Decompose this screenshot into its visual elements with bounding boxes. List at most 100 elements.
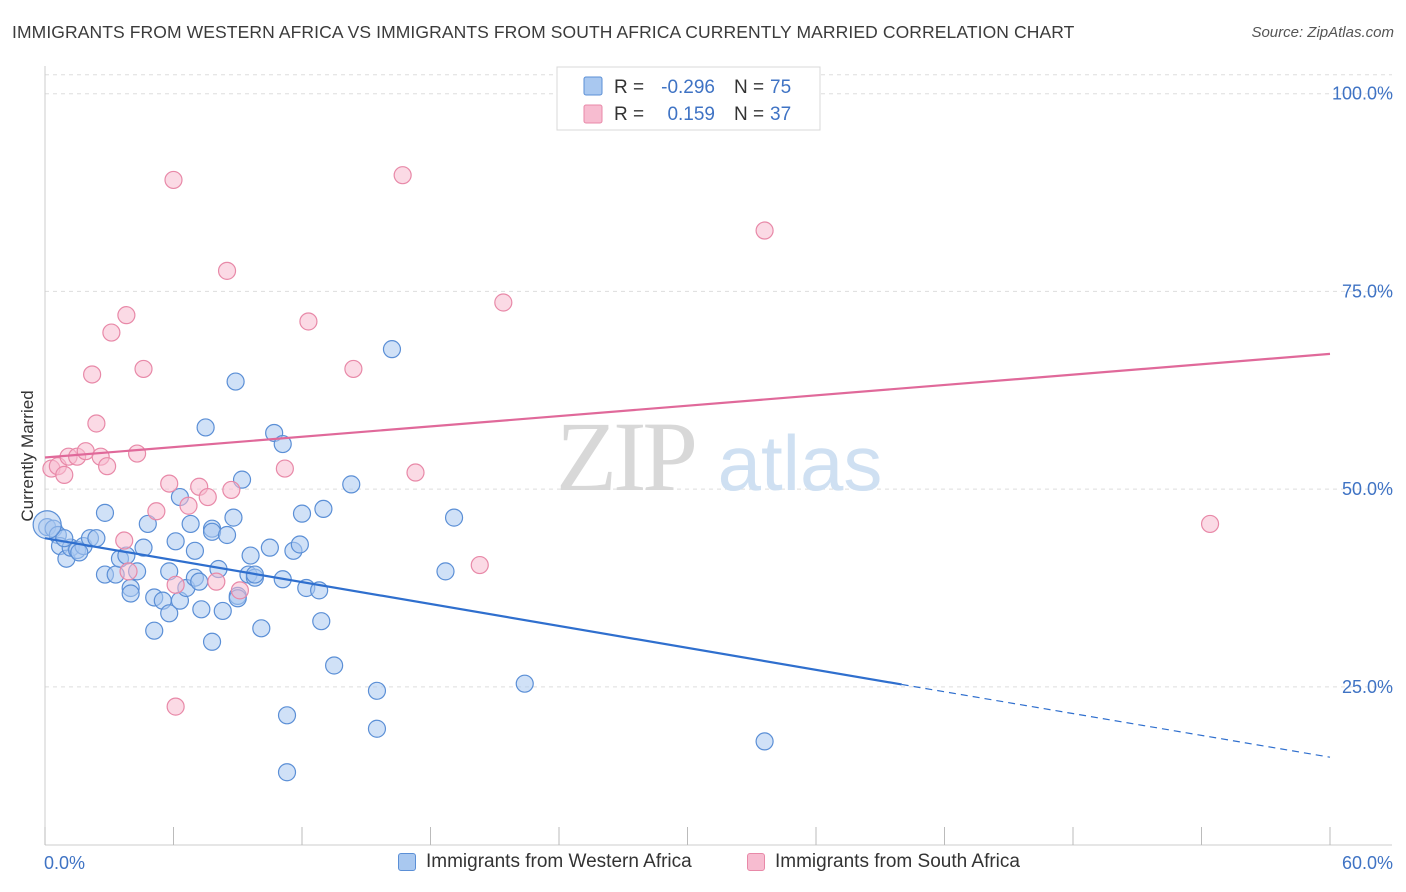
y-tick-label-3: 100.0% <box>1332 84 1393 104</box>
point-western-africa-54 <box>277 706 297 725</box>
point-south-africa-17 <box>160 474 179 493</box>
point-western-africa-49 <box>252 619 271 638</box>
point-western-africa-68 <box>444 508 464 527</box>
legend-swatch-western-africa <box>398 853 416 871</box>
point-south-africa-12 <box>117 306 136 325</box>
point-western-africa-52 <box>273 434 292 454</box>
y-tick-labels: 25.0% 50.0% 75.0% 100.0% <box>1332 84 1393 697</box>
chart-title: IMMIGRANTS FROM WESTERN AFRICA VS IMMIGR… <box>12 22 1075 42</box>
axes <box>44 66 1392 846</box>
point-western-africa-29 <box>181 514 200 534</box>
point-western-africa-55 <box>277 763 297 782</box>
point-western-africa-58 <box>292 504 312 523</box>
point-south-africa-24 <box>217 261 237 280</box>
point-western-africa-64 <box>367 719 387 738</box>
point-western-africa-50 <box>260 538 279 557</box>
legend-n-label-2: N = <box>734 104 764 125</box>
y-tick-label-1: 50.0% <box>1342 479 1393 499</box>
x-tick-label-1: 60.0% <box>1342 853 1393 873</box>
legend-n-label-1: N = <box>734 77 764 98</box>
point-south-africa-2 <box>55 465 74 484</box>
legend-bottom: Immigrants from Western Africa Immigrant… <box>0 851 1406 879</box>
watermark: ZIP atlas <box>556 401 882 512</box>
point-south-africa-20 <box>179 496 198 515</box>
point-south-africa-22 <box>198 487 217 507</box>
point-south-africa-15 <box>134 359 153 379</box>
trend-lines <box>44 352 1331 758</box>
point-western-africa-33 <box>192 600 211 619</box>
point-western-africa-42 <box>226 372 245 391</box>
point-south-africa-27 <box>275 459 294 478</box>
point-western-africa-39 <box>213 601 232 621</box>
point-western-africa-40 <box>217 525 237 545</box>
point-western-africa-cluster <box>32 510 62 540</box>
chart-source: Source: ZipAtlas.com <box>1251 24 1394 41</box>
point-south-africa-18 <box>164 170 183 190</box>
point-western-africa-66 <box>382 340 402 359</box>
legend-swatch-blue <box>583 76 603 96</box>
point-western-africa-32 <box>190 572 209 591</box>
point-south-africa-28 <box>299 312 318 331</box>
point-south-africa-26 <box>230 581 249 600</box>
point-western-africa-14 <box>117 546 136 565</box>
legend-label-western-africa: Immigrants from Western Africa <box>426 851 692 872</box>
legend-item-western-africa: Immigrants from Western Africa <box>398 851 692 873</box>
point-south-africa-13 <box>119 562 138 581</box>
legend-r-value-1: -0.296 <box>661 77 715 98</box>
point-western-africa-70 <box>755 732 774 751</box>
point-south-africa-34 <box>755 221 774 240</box>
data-points <box>32 166 1220 782</box>
legend-label-south-africa: Immigrants from South Africa <box>775 851 1020 872</box>
y-tick-label-2: 75.0% <box>1342 281 1393 301</box>
legend-n-value-1: 75 <box>770 77 791 98</box>
x-tick-label-0: 0.0% <box>44 853 85 873</box>
point-western-africa-18 <box>134 538 153 557</box>
trend-line-western-africa-extension <box>901 683 1331 758</box>
point-south-africa-33 <box>494 293 513 312</box>
legend-swatch-south-africa <box>747 853 765 871</box>
point-western-africa-37 <box>202 522 222 541</box>
trend-line-western-africa <box>44 537 902 686</box>
legend-top: R = -0.296 N = 75 R = 0.159 N = 37 <box>556 66 821 131</box>
point-western-africa-61 <box>312 612 331 631</box>
point-western-africa-10 <box>95 503 115 522</box>
point-western-africa-67 <box>436 562 455 581</box>
point-western-africa-72 <box>70 543 89 562</box>
point-western-africa-24 <box>160 604 179 623</box>
point-western-africa-69 <box>515 674 534 693</box>
point-western-africa-16 <box>121 584 140 603</box>
point-western-africa-57 <box>290 535 309 554</box>
trend-line-south-africa <box>44 352 1331 459</box>
point-south-africa-29 <box>344 359 363 379</box>
y-axis-label: Currently Married <box>18 390 37 521</box>
point-south-africa-16 <box>147 502 166 521</box>
point-south-africa-6 <box>83 365 102 384</box>
point-western-africa-46 <box>241 546 260 565</box>
point-western-africa-9 <box>87 529 106 548</box>
point-south-africa-32 <box>470 555 489 575</box>
point-south-africa-10 <box>102 323 121 342</box>
y-tick-label-0: 25.0% <box>1342 677 1393 697</box>
point-western-africa-19 <box>138 514 157 534</box>
point-western-africa-30 <box>185 541 205 560</box>
point-south-africa-25 <box>222 480 241 500</box>
legend-r-label-1: R = <box>614 77 644 98</box>
legend-swatch-pink <box>583 104 603 124</box>
point-south-africa-7 <box>87 414 106 433</box>
point-western-africa-21 <box>145 621 164 640</box>
point-south-africa-31 <box>406 463 425 482</box>
legend-item-south-africa: Immigrants from South Africa <box>747 851 1020 873</box>
point-south-africa-11 <box>115 531 134 550</box>
point-western-africa-62 <box>325 656 344 675</box>
legend-r-label-2: R = <box>614 104 644 125</box>
point-western-africa-63 <box>342 475 361 494</box>
watermark-atlas: atlas <box>718 419 883 507</box>
point-western-africa-35 <box>202 632 222 651</box>
point-south-africa-9 <box>98 457 117 476</box>
point-western-africa-65 <box>367 681 387 700</box>
point-south-africa-30 <box>393 166 412 185</box>
point-western-africa-25 <box>166 532 185 551</box>
point-western-africa-34 <box>196 418 215 437</box>
point-western-africa-74 <box>314 499 333 519</box>
